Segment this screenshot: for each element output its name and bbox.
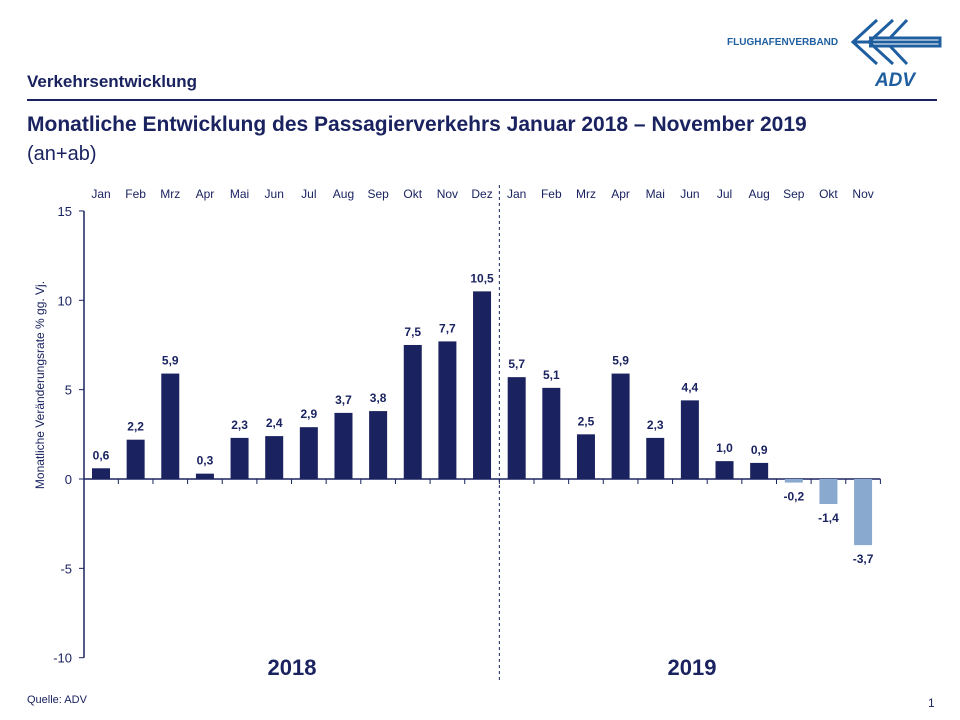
month-label: Mrz — [160, 187, 180, 201]
year-label: 2019 — [668, 655, 717, 680]
bar — [750, 462, 769, 479]
y-axis-label: Monatliche Veränderungsrate % gg. Vj. — [33, 281, 47, 489]
data-label: 0,3 — [197, 454, 214, 468]
svg-text:ADV: ADV — [874, 70, 916, 90]
month-label: Mai — [230, 187, 249, 201]
data-label: -3,7 — [853, 552, 874, 566]
data-label: 0,9 — [751, 443, 768, 457]
y-tick-label: 15 — [58, 204, 72, 219]
data-label: 4,4 — [682, 380, 699, 394]
data-label: -1,4 — [818, 511, 839, 525]
data-label: 5,9 — [612, 354, 629, 368]
data-label: 5,1 — [543, 368, 560, 382]
bar — [369, 411, 388, 479]
month-label: Okt — [819, 187, 838, 201]
month-label: Apr — [196, 187, 215, 201]
bar — [646, 437, 665, 479]
data-label: 3,8 — [370, 391, 387, 405]
month-label: Jun — [680, 187, 699, 201]
data-label: 5,7 — [508, 357, 525, 371]
bar — [126, 439, 145, 479]
logo-text: FLUGHAFENVERBAND — [727, 37, 839, 48]
bar — [854, 479, 873, 546]
section-title: Verkehrsentwicklung — [27, 72, 198, 91]
y-tick-label: 5 — [65, 383, 72, 398]
data-label: 2,3 — [647, 418, 664, 432]
month-label: Okt — [403, 187, 422, 201]
month-label: Sep — [783, 187, 805, 201]
month-label: Jul — [717, 187, 732, 201]
page-number: 1 — [928, 696, 935, 710]
bar — [299, 427, 318, 479]
month-label: Dez — [471, 187, 492, 201]
year-label: 2018 — [268, 655, 317, 680]
month-label: Aug — [333, 187, 354, 201]
data-label: 2,9 — [300, 407, 317, 421]
data-label: 7,7 — [439, 321, 456, 335]
bar — [473, 291, 492, 479]
bar — [438, 341, 457, 479]
data-label: 7,5 — [404, 325, 421, 339]
month-label: Jun — [265, 187, 284, 201]
month-label: Apr — [611, 187, 630, 201]
y-tick-label: 10 — [58, 293, 72, 308]
bar — [542, 387, 561, 479]
bar — [680, 400, 699, 479]
month-label: Jan — [507, 187, 526, 201]
y-tick-label: -10 — [53, 651, 72, 666]
month-label: Feb — [541, 187, 562, 201]
bar — [334, 412, 353, 479]
month-label: Nov — [852, 187, 873, 201]
y-tick-label: -5 — [60, 561, 72, 576]
bar — [819, 479, 838, 505]
data-label: 2,4 — [266, 416, 283, 430]
bar — [403, 344, 422, 479]
data-label: 2,3 — [231, 418, 248, 432]
data-label: 3,7 — [335, 393, 352, 407]
data-label: 5,9 — [162, 354, 179, 368]
month-label: Feb — [125, 187, 146, 201]
y-tick-label: 0 — [65, 472, 72, 487]
month-label: Mrz — [576, 187, 596, 201]
bar — [784, 479, 803, 483]
bar — [195, 473, 214, 479]
bar — [576, 434, 595, 479]
bar — [230, 437, 249, 479]
data-label: 2,5 — [578, 414, 595, 428]
data-label: 1,0 — [716, 441, 733, 455]
adv-logo: ADV — [850, 18, 942, 90]
bar — [265, 436, 284, 479]
bar — [507, 377, 526, 479]
bar — [92, 468, 110, 479]
month-label: Mai — [646, 187, 665, 201]
page-subtitle: (an+ab) — [27, 143, 97, 165]
data-label: 10,5 — [470, 271, 494, 285]
month-label: Jan — [91, 187, 110, 201]
bar — [611, 373, 630, 479]
data-label: 0,6 — [93, 448, 110, 462]
header-rule — [27, 99, 937, 101]
data-label: 2,2 — [127, 420, 144, 434]
month-label: Sep — [367, 187, 389, 201]
source-note: Quelle: ADV — [27, 694, 87, 706]
month-label: Nov — [437, 187, 458, 201]
page-title: Monatliche Entwicklung des Passagierverk… — [27, 113, 807, 136]
bar — [715, 461, 734, 479]
data-label: -0,2 — [783, 490, 804, 504]
month-label: Jul — [301, 187, 316, 201]
month-label: Aug — [748, 187, 769, 201]
bar — [161, 373, 180, 479]
